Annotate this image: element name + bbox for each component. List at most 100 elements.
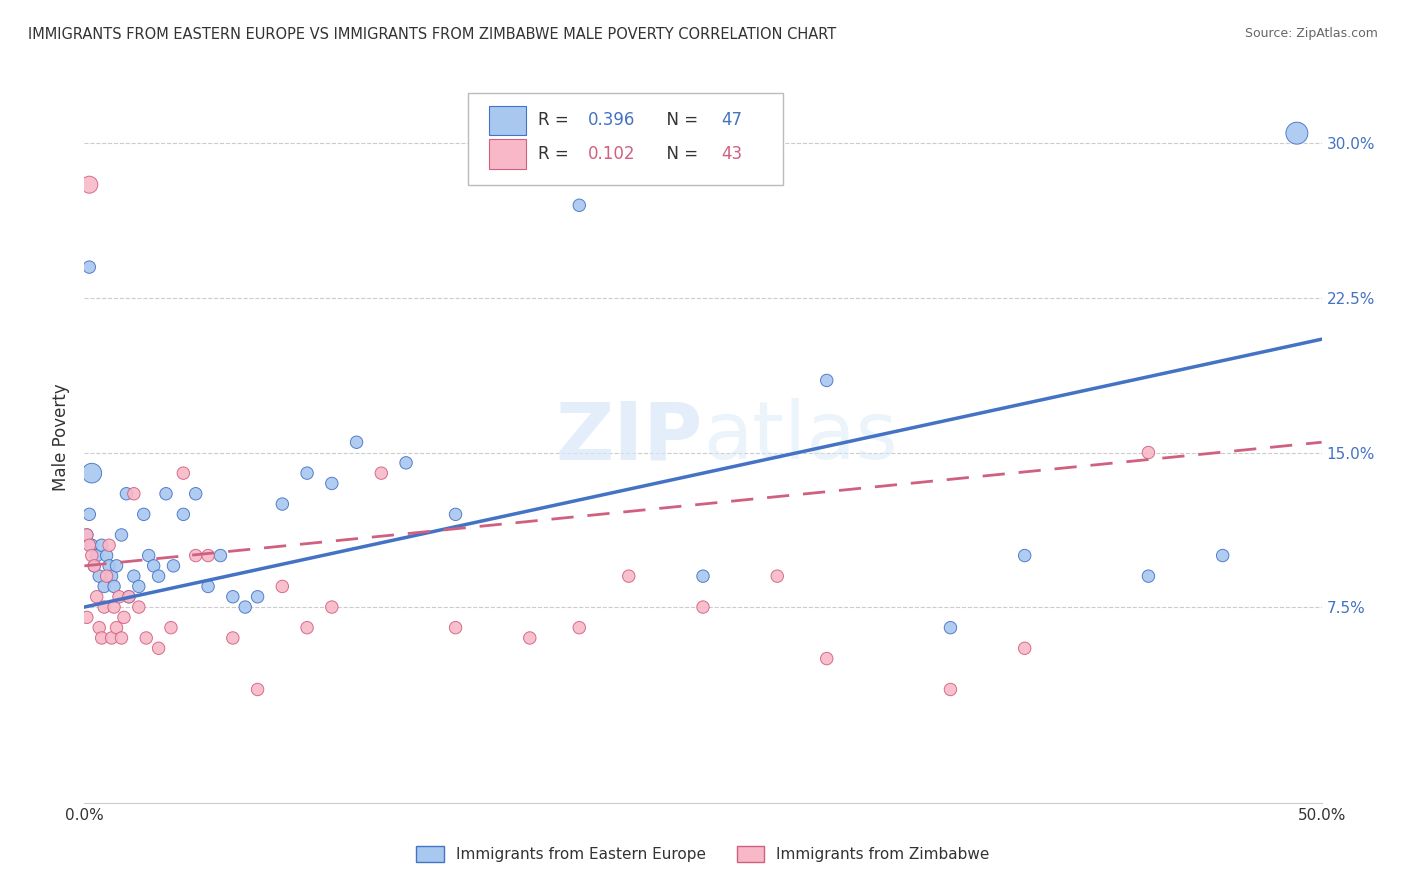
Text: ZIP: ZIP: [555, 398, 703, 476]
Point: [370, 466, 392, 480]
Point: [80, 549, 103, 563]
Point: [815, 651, 838, 665]
Point: [444, 508, 467, 522]
Point: [135, 631, 157, 645]
Text: 43: 43: [721, 145, 742, 163]
Point: [122, 487, 145, 501]
Point: [395, 456, 418, 470]
Point: [172, 466, 194, 480]
Point: [76, 528, 98, 542]
Point: [103, 600, 125, 615]
Point: [132, 508, 155, 522]
Point: [79, 538, 101, 552]
Point: [108, 590, 131, 604]
Point: [246, 590, 269, 604]
Point: [172, 508, 194, 522]
Point: [83, 558, 105, 573]
Point: [209, 549, 232, 563]
Point: [617, 569, 640, 583]
Point: [184, 549, 207, 563]
Point: [1014, 641, 1036, 656]
Point: [105, 621, 128, 635]
Point: [162, 558, 184, 573]
FancyBboxPatch shape: [468, 94, 783, 185]
Point: [112, 610, 135, 624]
Point: [1137, 569, 1160, 583]
Point: [96, 549, 118, 563]
Point: [184, 487, 207, 501]
Point: [197, 579, 219, 593]
Point: [110, 528, 132, 542]
Point: [815, 373, 838, 387]
Point: [98, 538, 121, 552]
Point: [103, 579, 125, 593]
Point: [321, 600, 343, 615]
Point: [93, 600, 115, 615]
Point: [271, 579, 294, 593]
Point: [118, 590, 141, 604]
Text: Source: ZipAtlas.com: Source: ZipAtlas.com: [1244, 27, 1378, 40]
Point: [148, 569, 170, 583]
Text: atlas: atlas: [703, 398, 897, 476]
Point: [295, 466, 318, 480]
Point: [79, 508, 101, 522]
Point: [79, 260, 101, 274]
Point: [93, 579, 115, 593]
Point: [105, 558, 128, 573]
Point: [1137, 445, 1160, 459]
Text: R =: R =: [538, 112, 575, 129]
Point: [222, 631, 245, 645]
Point: [115, 487, 138, 501]
Point: [346, 435, 368, 450]
Point: [76, 528, 98, 542]
Point: [692, 569, 714, 583]
Point: [118, 590, 141, 604]
Point: [90, 631, 112, 645]
Point: [692, 600, 714, 615]
Point: [444, 621, 467, 635]
Text: IMMIGRANTS FROM EASTERN EUROPE VS IMMIGRANTS FROM ZIMBABWE MALE POVERTY CORRELAT: IMMIGRANTS FROM EASTERN EUROPE VS IMMIGR…: [28, 27, 837, 42]
Text: N =: N =: [657, 145, 703, 163]
Point: [233, 600, 256, 615]
Point: [246, 682, 269, 697]
Point: [939, 621, 962, 635]
Point: [80, 466, 103, 480]
Point: [519, 631, 541, 645]
Point: [90, 538, 112, 552]
Point: [222, 590, 245, 604]
Text: R =: R =: [538, 145, 575, 163]
Text: N =: N =: [657, 112, 703, 129]
Point: [89, 621, 111, 635]
Text: 47: 47: [721, 112, 742, 129]
Text: 0.102: 0.102: [588, 145, 636, 163]
Point: [142, 558, 165, 573]
Point: [76, 610, 98, 624]
Point: [1212, 549, 1234, 563]
FancyBboxPatch shape: [489, 139, 526, 169]
Point: [100, 631, 122, 645]
Point: [160, 621, 183, 635]
Point: [110, 631, 132, 645]
Point: [939, 682, 962, 697]
Point: [197, 549, 219, 563]
Point: [86, 590, 108, 604]
Point: [766, 569, 789, 583]
Legend: Immigrants from Eastern Europe, Immigrants from Zimbabwe: Immigrants from Eastern Europe, Immigran…: [411, 840, 995, 868]
Point: [128, 579, 150, 593]
Point: [100, 569, 122, 583]
Point: [89, 569, 111, 583]
Point: [98, 558, 121, 573]
Point: [271, 497, 294, 511]
Point: [295, 621, 318, 635]
Point: [83, 558, 105, 573]
Point: [86, 549, 108, 563]
Point: [1014, 549, 1036, 563]
Text: 0.396: 0.396: [588, 112, 636, 129]
Point: [122, 569, 145, 583]
Point: [138, 549, 160, 563]
Point: [80, 538, 103, 552]
Point: [148, 641, 170, 656]
FancyBboxPatch shape: [489, 106, 526, 135]
Point: [128, 600, 150, 615]
Point: [96, 569, 118, 583]
